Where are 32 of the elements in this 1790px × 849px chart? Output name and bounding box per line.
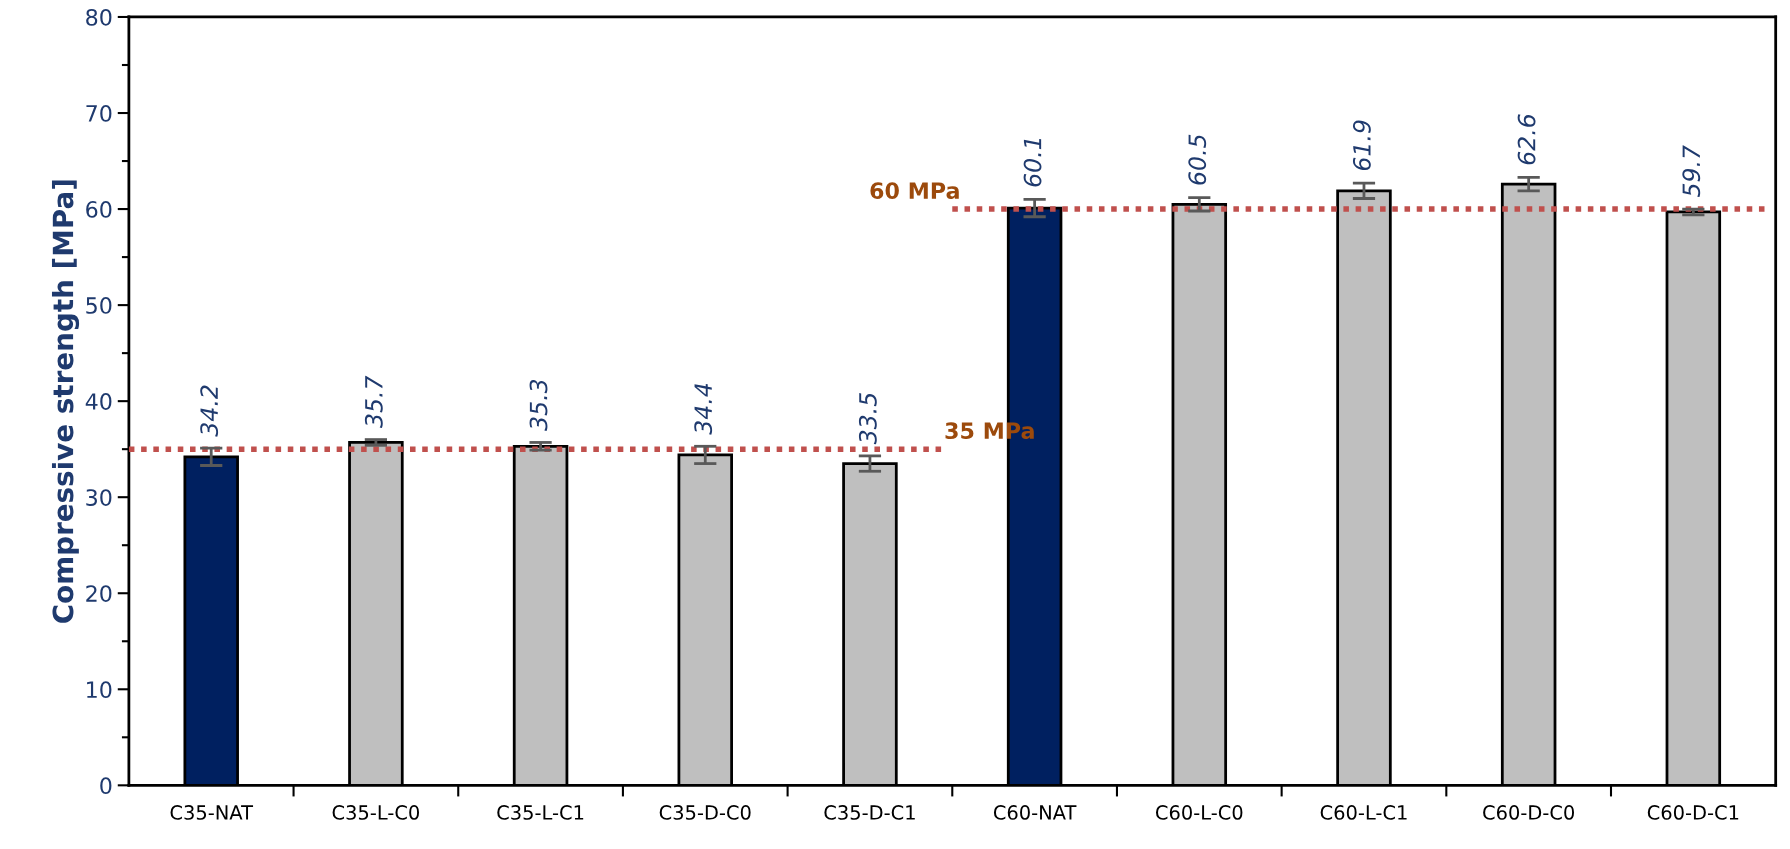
data-label: 35.3: [529, 379, 548, 431]
y-tick-label: 10: [87, 681, 112, 699]
data-label: 34.4: [694, 383, 713, 435]
y-tick-label: 40: [85, 393, 112, 410]
data-label: 60.5: [1188, 134, 1207, 185]
x-tick-label: C35-NAT: [170, 805, 254, 820]
x-tick-label: C35-D-C0: [659, 805, 751, 820]
x-tick-label: C35-D-C1: [824, 805, 915, 820]
x-tick-label: C35-L-C0: [332, 805, 419, 820]
y-tick-label: 80: [86, 8, 112, 26]
x-tick-label: C60-L-C1: [1320, 805, 1407, 820]
data-label: 35.7: [364, 375, 383, 428]
ref-line-label: 60 MPa: [870, 182, 959, 199]
data-label: 33.5: [858, 393, 877, 445]
x-tick-label: C60-L-C0: [1155, 805, 1243, 820]
y-tick-label: 60: [86, 201, 112, 218]
data-label: 60.1: [1023, 138, 1042, 187]
y-tick-label: 70: [86, 104, 112, 122]
y-tick-label: 50: [86, 297, 112, 314]
y-tick-label: 30: [86, 489, 112, 506]
y-axis-title: Compressive strength [MPa]: [51, 180, 80, 623]
data-label: 61.9: [1352, 120, 1371, 171]
data-label: 59.7: [1682, 145, 1701, 198]
y-tick-label: 20: [86, 585, 112, 602]
x-tick-label: C60-NAT: [993, 805, 1077, 820]
x-tick-label: C60-D-C0: [1483, 805, 1575, 820]
data-label: 62.6: [1517, 114, 1536, 165]
x-tick-label: C35-L-C1: [497, 805, 584, 820]
data-label: 34.2: [200, 385, 219, 437]
y-tick-label: 0: [100, 777, 112, 795]
ref-line-label: 35 MPa: [945, 422, 1034, 440]
x-tick-label: C60-D-C1: [1647, 805, 1739, 820]
